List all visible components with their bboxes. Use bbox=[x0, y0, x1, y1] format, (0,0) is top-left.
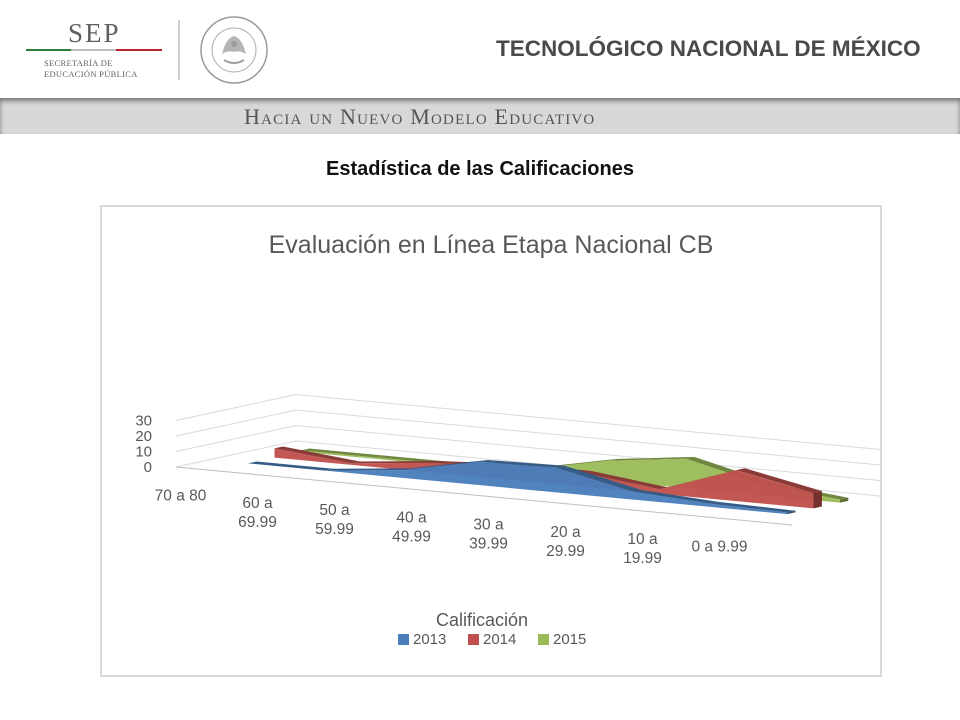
chart-frame: 0 10 20 30 70 a 80 60 a 69.99 50 a 59.99 40 a 49.9… bbox=[100, 205, 882, 677]
legend-swatch-2014 bbox=[468, 634, 479, 645]
x-tick-label: 60 a 69.99 bbox=[238, 495, 277, 531]
x-tick-label-line: 40 a bbox=[396, 509, 427, 526]
x-tick-label-line: 59.99 bbox=[315, 521, 354, 538]
series-2013-ridge bbox=[479, 460, 565, 468]
x-tick-label: 70 a 80 bbox=[155, 488, 207, 505]
banner-band bbox=[0, 98, 960, 134]
x-tick-label-line: 20 a bbox=[550, 524, 581, 541]
banner-text: Hacia un Nuevo Modelo Educativo bbox=[244, 104, 596, 129]
legend-swatch-2013 bbox=[398, 634, 409, 645]
series-2014-cap bbox=[813, 491, 822, 509]
x-tick-label: 30 a 39.99 bbox=[469, 517, 508, 553]
gridline bbox=[175, 409, 880, 466]
series-2015-ridge bbox=[608, 456, 695, 461]
chart-title: Evaluación en Línea Etapa Nacional CB bbox=[269, 231, 714, 259]
y-tick-label: 20 bbox=[135, 428, 152, 445]
series-2013-cap bbox=[787, 510, 796, 515]
x-tick-label: 50 a 59.99 bbox=[315, 502, 354, 538]
sep-logo-rule bbox=[26, 49, 162, 51]
legend-label-2014: 2014 bbox=[483, 631, 516, 648]
x-tick-label-line: 29.99 bbox=[546, 543, 585, 560]
series-2013-ridge bbox=[710, 501, 796, 513]
x-axis-line bbox=[175, 466, 793, 526]
sep-logo-title: SEP bbox=[68, 18, 121, 48]
series-2013-ridge bbox=[402, 460, 488, 471]
series-2015-ridge bbox=[300, 448, 387, 458]
x-tick-label-line: 0 a 9.99 bbox=[691, 538, 747, 555]
legend-label-2013: 2013 bbox=[413, 631, 446, 648]
series-2014-ridge bbox=[351, 461, 437, 464]
legend-swatch-2015 bbox=[538, 634, 549, 645]
y-tick-label: 30 bbox=[135, 413, 152, 430]
series-2014-ridge bbox=[274, 446, 360, 464]
x-tick-label-line: 30 a bbox=[473, 517, 504, 534]
y-tick-label: 10 bbox=[135, 444, 152, 461]
x-tick-label-line: 39.99 bbox=[469, 536, 508, 553]
x-tick-label: 20 a 29.99 bbox=[546, 524, 585, 560]
header-divider bbox=[178, 20, 180, 80]
series-2013-ridge bbox=[325, 468, 411, 471]
series-2015-cap bbox=[839, 497, 849, 503]
page-title: Estadística de las Calificaciones bbox=[326, 158, 634, 180]
x-tick-label-line: 60 a bbox=[242, 495, 273, 512]
institution-name: TECNOLÓGICO NACIONAL DE MÉXICO bbox=[496, 36, 921, 61]
national-seal-icon bbox=[200, 16, 268, 84]
sep-logo-subtitle-2: EDUCACIÓN PÚBLICA bbox=[44, 69, 138, 79]
x-tick-label: 10 a 19.99 bbox=[623, 531, 662, 567]
x-tick-label: 0 a 9.99 bbox=[691, 538, 747, 555]
gridline bbox=[175, 393, 880, 450]
sep-logo: SEP SECRETARÍA DE EDUCACIÓN PÚBLICA bbox=[22, 14, 172, 84]
x-tick-label-line: 49.99 bbox=[392, 528, 431, 545]
x-tick-label: 40 a 49.99 bbox=[392, 509, 431, 545]
header: SEP SECRETARÍA DE EDUCACIÓN PÚBLICA TECN… bbox=[0, 0, 960, 100]
x-axis-label: Calificación bbox=[436, 610, 528, 630]
x-tick-label-line: 50 a bbox=[319, 502, 350, 519]
series-2013-area bbox=[248, 461, 788, 515]
x-tick-label-line: 69.99 bbox=[238, 514, 277, 531]
x-tick-label-line: 70 a 80 bbox=[155, 488, 207, 505]
x-tick-label-line: 19.99 bbox=[623, 550, 662, 567]
sep-logo-subtitle-1: SECRETARÍA DE bbox=[44, 58, 113, 68]
series-2013-ridge bbox=[248, 461, 334, 471]
series-2013-ridge bbox=[556, 465, 642, 492]
series-2014-ridge bbox=[582, 470, 668, 490]
series-2013-ridge bbox=[633, 490, 719, 504]
legend-label-2015: 2015 bbox=[553, 631, 586, 648]
y-tick-label: 0 bbox=[144, 459, 152, 476]
x-tick-label-line: 10 a bbox=[627, 531, 658, 548]
series-2014-ridge bbox=[736, 468, 822, 493]
